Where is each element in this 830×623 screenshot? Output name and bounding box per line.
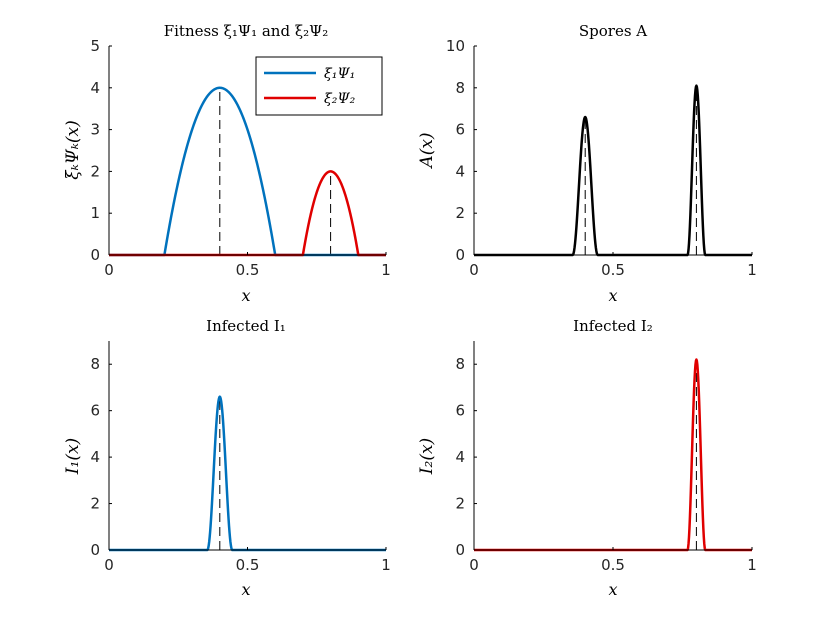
panel-fitness: Fitness ξ₁Ψ₁ and ξ₂Ψ₂ 0 0.5 1 0 1 2 3 4 5 x ξₖΨₖ… xyxy=(63,22,391,305)
y-tick-label-infected1-2: 4 xyxy=(90,448,100,466)
x-tick-label-infected1-2: 1 xyxy=(381,556,391,574)
x-tick-label-fitness-2: 1 xyxy=(381,261,391,279)
panel-infected1: Infected I₁ 0 0.5 1 0 2 4 6 8 x I₁(x) xyxy=(63,317,391,599)
series-line-fitness-1 xyxy=(108,170,387,257)
y-tick-label-fitness-5: 5 xyxy=(90,37,100,55)
y-axis-label-fitness: ξₖΨₖ(x) xyxy=(63,120,83,180)
y-tick-label-infected2-0: 0 xyxy=(455,541,465,559)
x-tick-label-infected1-1: 0.5 xyxy=(236,556,260,574)
y-tick-label-spores-1: 2 xyxy=(455,204,465,222)
y-tick-label-infected1-4: 8 xyxy=(90,355,100,373)
x-tick-label-infected2-1: 0.5 xyxy=(601,556,625,574)
y-tick-label-infected1-0: 0 xyxy=(90,541,100,559)
x-tick-label-fitness-0: 0 xyxy=(104,261,114,279)
series-line-spores-0 xyxy=(473,84,753,257)
chart-title-fitness: Fitness ξ₁Ψ₁ and ξ₂Ψ₂ xyxy=(164,22,329,40)
chart-title-infected1: Infected I₁ xyxy=(206,317,286,335)
y-tick-label-infected2-3: 6 xyxy=(455,402,465,420)
y-tick-label-infected1-1: 2 xyxy=(90,495,100,513)
y-tick-label-infected2-4: 8 xyxy=(455,355,465,373)
x-tick-label-spores-0: 0 xyxy=(469,261,479,279)
plot-area-fitness: 0 0.5 1 0 1 2 3 4 5 xyxy=(90,37,390,279)
legend-label-xi1psi1: ξ₁Ψ₁ xyxy=(324,66,355,82)
y-tick-label-fitness-2: 2 xyxy=(90,162,100,180)
panel-infected2: Infected I₂ 0 0.5 1 0 2 4 6 8 x I₂(x) xyxy=(417,317,757,599)
legend-box xyxy=(255,56,383,116)
series-line-infected2-0 xyxy=(473,358,753,552)
x-tick-label-fitness-1: 0.5 xyxy=(236,261,260,279)
x-tick-label-infected2-0: 0 xyxy=(469,556,479,574)
x-tick-label-infected2-2: 1 xyxy=(747,556,757,574)
y-tick-label-infected1-3: 6 xyxy=(90,402,100,420)
y-tick-label-fitness-3: 3 xyxy=(90,121,100,139)
x-tick-label-infected1-0: 0 xyxy=(104,556,114,574)
x-axis-label-infected1: x xyxy=(241,580,250,599)
y-tick-label-infected2-1: 2 xyxy=(455,495,465,513)
y-tick-label-spores-3: 6 xyxy=(455,121,465,139)
y-axis-label-infected1: I₁(x) xyxy=(63,438,83,475)
y-tick-label-fitness-1: 1 xyxy=(90,204,100,222)
y-tick-label-spores-0: 0 xyxy=(455,246,465,264)
y-tick-label-fitness-4: 4 xyxy=(90,79,100,97)
series-line-infected1-0 xyxy=(108,395,387,552)
x-tick-label-spores-1: 0.5 xyxy=(601,261,625,279)
plot-area-infected1: 0 0.5 1 0 2 4 6 8 xyxy=(90,341,391,574)
y-tick-label-spores-5: 10 xyxy=(446,37,465,55)
plot-area-infected2: 0 0.5 1 0 2 4 6 8 xyxy=(455,341,757,574)
x-axis-label-spores: x xyxy=(608,286,617,305)
chart-title-spores: Spores A xyxy=(579,22,647,40)
x-axis-label-fitness: x xyxy=(241,286,250,305)
y-tick-label-infected2-2: 4 xyxy=(455,448,465,466)
y-tick-label-fitness-0: 0 xyxy=(90,246,100,264)
x-axis-label-infected2: x xyxy=(608,580,617,599)
y-tick-label-spores-4: 8 xyxy=(455,79,465,97)
legend: ξ₁Ψ₁ ξ₂Ψ₂ xyxy=(255,56,383,116)
chart-title-infected2: Infected I₂ xyxy=(573,317,653,335)
legend-label-xi2psi2: ξ₂Ψ₂ xyxy=(324,91,356,107)
y-axis-label-infected2: I₂(x) xyxy=(417,438,437,475)
y-tick-label-spores-2: 4 xyxy=(455,162,465,180)
x-tick-label-spores-2: 1 xyxy=(747,261,757,279)
y-axis-label-spores: A(x) xyxy=(417,132,437,169)
